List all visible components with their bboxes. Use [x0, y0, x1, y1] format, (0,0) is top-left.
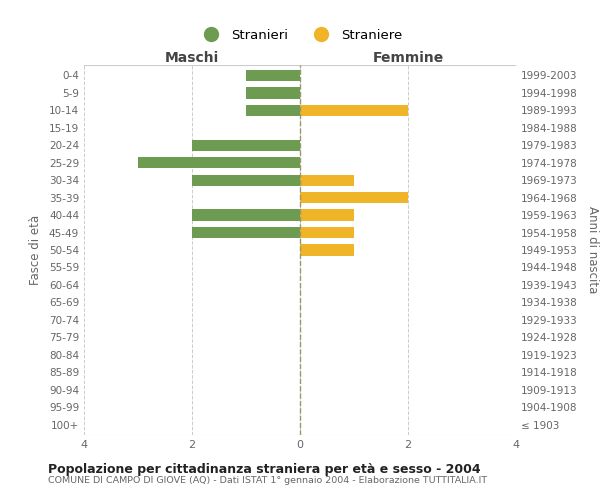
Bar	[192, 140, 300, 151]
Text: Femmine: Femmine	[373, 51, 443, 65]
Text: Popolazione per cittadinanza straniera per età e sesso - 2004: Popolazione per cittadinanza straniera p…	[48, 462, 481, 475]
Y-axis label: Anni di nascita: Anni di nascita	[586, 206, 599, 294]
Bar	[300, 104, 408, 116]
Bar	[246, 88, 300, 99]
Text: COMUNE DI CAMPO DI GIOVE (AQ) - Dati ISTAT 1° gennaio 2004 - Elaborazione TUTTIT: COMUNE DI CAMPO DI GIOVE (AQ) - Dati IST…	[48, 476, 487, 485]
Bar	[138, 157, 300, 168]
Bar	[300, 192, 408, 203]
Bar	[246, 70, 300, 81]
Legend: Stranieri, Straniere: Stranieri, Straniere	[193, 24, 407, 47]
Bar	[300, 174, 354, 186]
Y-axis label: Fasce di età: Fasce di età	[29, 215, 42, 285]
Text: Maschi: Maschi	[165, 51, 219, 65]
Bar	[192, 227, 300, 238]
Bar	[300, 244, 354, 256]
Bar	[192, 174, 300, 186]
Bar	[300, 210, 354, 221]
Bar	[246, 104, 300, 116]
Bar	[300, 227, 354, 238]
Bar	[192, 210, 300, 221]
